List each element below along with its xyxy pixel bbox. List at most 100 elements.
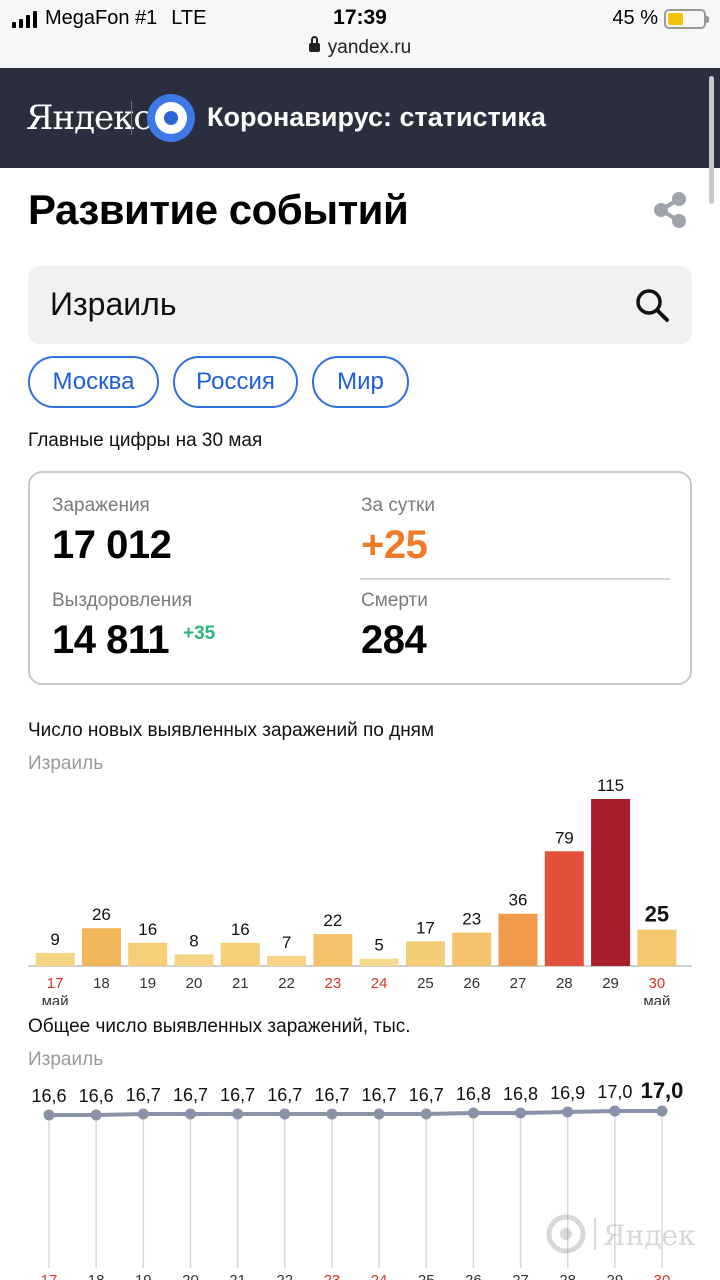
bar bbox=[405, 941, 445, 966]
data-point bbox=[137, 1108, 149, 1120]
x-tick-label: 27 bbox=[512, 1272, 529, 1280]
battery-icon bbox=[664, 8, 709, 29]
bar bbox=[35, 952, 75, 966]
data-point bbox=[562, 1106, 574, 1118]
chip-world[interactable]: Мир bbox=[312, 356, 409, 408]
bar-value-label: 16 bbox=[138, 920, 157, 939]
bar bbox=[174, 954, 214, 966]
x-tick-label: 21 bbox=[229, 1272, 246, 1280]
bar-value-label: 25 bbox=[645, 902, 669, 927]
x-tick-label: 29 bbox=[602, 975, 619, 992]
point-value-label: 16,8 bbox=[456, 1084, 491, 1104]
bar bbox=[128, 942, 168, 966]
data-point bbox=[90, 1109, 102, 1121]
search-field[interactable]: Израиль bbox=[28, 266, 692, 344]
bar-value-label: 8 bbox=[189, 931, 198, 950]
bar-value-label: 79 bbox=[555, 828, 574, 847]
total-cases-line bbox=[49, 1109, 662, 1117]
network-type: LTE bbox=[171, 7, 207, 29]
x-tick-label: 22 bbox=[276, 1272, 293, 1280]
watermark-text: Яндекс bbox=[603, 1219, 695, 1252]
point-value-label: 16,7 bbox=[314, 1085, 349, 1105]
battery-level bbox=[668, 12, 684, 25]
point-value-label: 16,7 bbox=[126, 1085, 161, 1105]
data-point bbox=[609, 1105, 621, 1117]
address-bar[interactable]: yandex.ru bbox=[0, 36, 720, 59]
daily-cases-bar-chart: 917май2618161982016217222223524172523263… bbox=[28, 776, 692, 1005]
bar bbox=[220, 942, 260, 966]
scrollbar[interactable] bbox=[709, 76, 714, 204]
x-tick-label: 19 bbox=[139, 975, 156, 992]
search-input[interactable]: Израиль bbox=[50, 286, 177, 322]
x-tick-label: 28 bbox=[556, 975, 573, 992]
infections-value: 17 012 bbox=[52, 523, 172, 567]
x-tick-label: 17 bbox=[47, 975, 64, 992]
chip-russia[interactable]: Россия bbox=[173, 356, 298, 408]
point-value-label: 16,7 bbox=[267, 1085, 302, 1105]
bar bbox=[313, 934, 353, 966]
coronavirus-icon bbox=[147, 94, 195, 142]
month-label: май bbox=[643, 993, 670, 1005]
card-divider bbox=[360, 578, 670, 580]
bar bbox=[544, 851, 584, 966]
status-bar: MegaFon #1 LTE 17:39 yandex.ru 45 % bbox=[0, 0, 720, 68]
bar-value-label: 26 bbox=[92, 905, 111, 924]
recovered-delta: +35 bbox=[183, 623, 216, 644]
bar bbox=[591, 799, 631, 966]
bar-value-label: 23 bbox=[462, 910, 481, 929]
bar-value-label: 5 bbox=[374, 936, 383, 955]
x-tick-label: 17 bbox=[41, 1272, 58, 1280]
x-tick-label: 25 bbox=[417, 975, 434, 992]
bar bbox=[81, 928, 121, 966]
x-tick-label: 30 bbox=[654, 1272, 671, 1280]
share-icon[interactable] bbox=[650, 190, 690, 230]
x-tick-label: 22 bbox=[278, 975, 295, 992]
line-chart-title: Общее число выявленных заражений, тыс. bbox=[28, 1016, 411, 1037]
total-cases-line-chart: 16,6 17 16,6 18 16,7 19 16,7 20 16,7 21 16,7 22 16,7… bbox=[31, 1078, 684, 1280]
point-value-label: 16,7 bbox=[362, 1085, 397, 1105]
x-tick-label: 18 bbox=[88, 1272, 105, 1280]
x-tick-label: 24 bbox=[371, 1272, 388, 1280]
data-point bbox=[43, 1109, 55, 1121]
point-value-label: 16,7 bbox=[173, 1085, 208, 1105]
bar-value-label: 7 bbox=[282, 933, 291, 952]
data-point bbox=[420, 1108, 432, 1120]
chip-moscow[interactable]: Москва bbox=[28, 356, 159, 408]
line-chart-subtitle: Израиль bbox=[28, 1049, 104, 1070]
bar-value-label: 17 bbox=[416, 918, 435, 937]
clock: 17:39 bbox=[333, 6, 387, 29]
header-divider bbox=[131, 101, 132, 135]
x-tick-label: 20 bbox=[182, 1272, 199, 1280]
lock-icon bbox=[308, 36, 320, 52]
deaths-value: 284 bbox=[361, 618, 427, 662]
carrier-name: MegaFon #1 bbox=[45, 7, 158, 29]
signal-icon bbox=[12, 10, 37, 28]
x-tick-label: 30 bbox=[649, 975, 666, 992]
point-value-label: 17,0 bbox=[641, 1078, 684, 1103]
daily-label: За сутки bbox=[361, 495, 435, 516]
x-tick-label: 21 bbox=[232, 975, 249, 992]
x-tick-label: 20 bbox=[186, 975, 203, 992]
point-value-label: 16,7 bbox=[409, 1085, 444, 1105]
x-tick-label: 25 bbox=[418, 1272, 435, 1280]
battery-info: 45 % bbox=[612, 7, 709, 30]
recovered-label: Выздоровления bbox=[52, 590, 193, 611]
data-point bbox=[232, 1108, 244, 1120]
x-tick-label: 26 bbox=[463, 975, 480, 992]
search-icon[interactable] bbox=[634, 287, 670, 323]
data-point bbox=[467, 1107, 479, 1119]
yandex-logo[interactable]: Яндекс bbox=[26, 98, 152, 138]
bar-chart-subtitle: Израиль bbox=[28, 753, 104, 774]
x-tick-label: 23 bbox=[325, 975, 342, 992]
x-tick-label: 27 bbox=[510, 975, 527, 992]
infections-label: Заражения bbox=[52, 495, 150, 516]
stats-card: Заражения 17 012 За сутки +25 Выздоровле… bbox=[28, 471, 692, 685]
deaths-label: Смерти bbox=[361, 590, 428, 611]
header-title[interactable]: Коронавирус: статистика bbox=[207, 102, 546, 132]
point-value-label: 16,7 bbox=[220, 1085, 255, 1105]
data-point bbox=[656, 1105, 668, 1117]
point-value-label: 16,6 bbox=[79, 1086, 114, 1106]
yandex-watermark-logo: Яндекс bbox=[546, 1214, 695, 1254]
bar-value-label: 16 bbox=[231, 920, 250, 939]
url-text: yandex.ru bbox=[327, 37, 412, 58]
